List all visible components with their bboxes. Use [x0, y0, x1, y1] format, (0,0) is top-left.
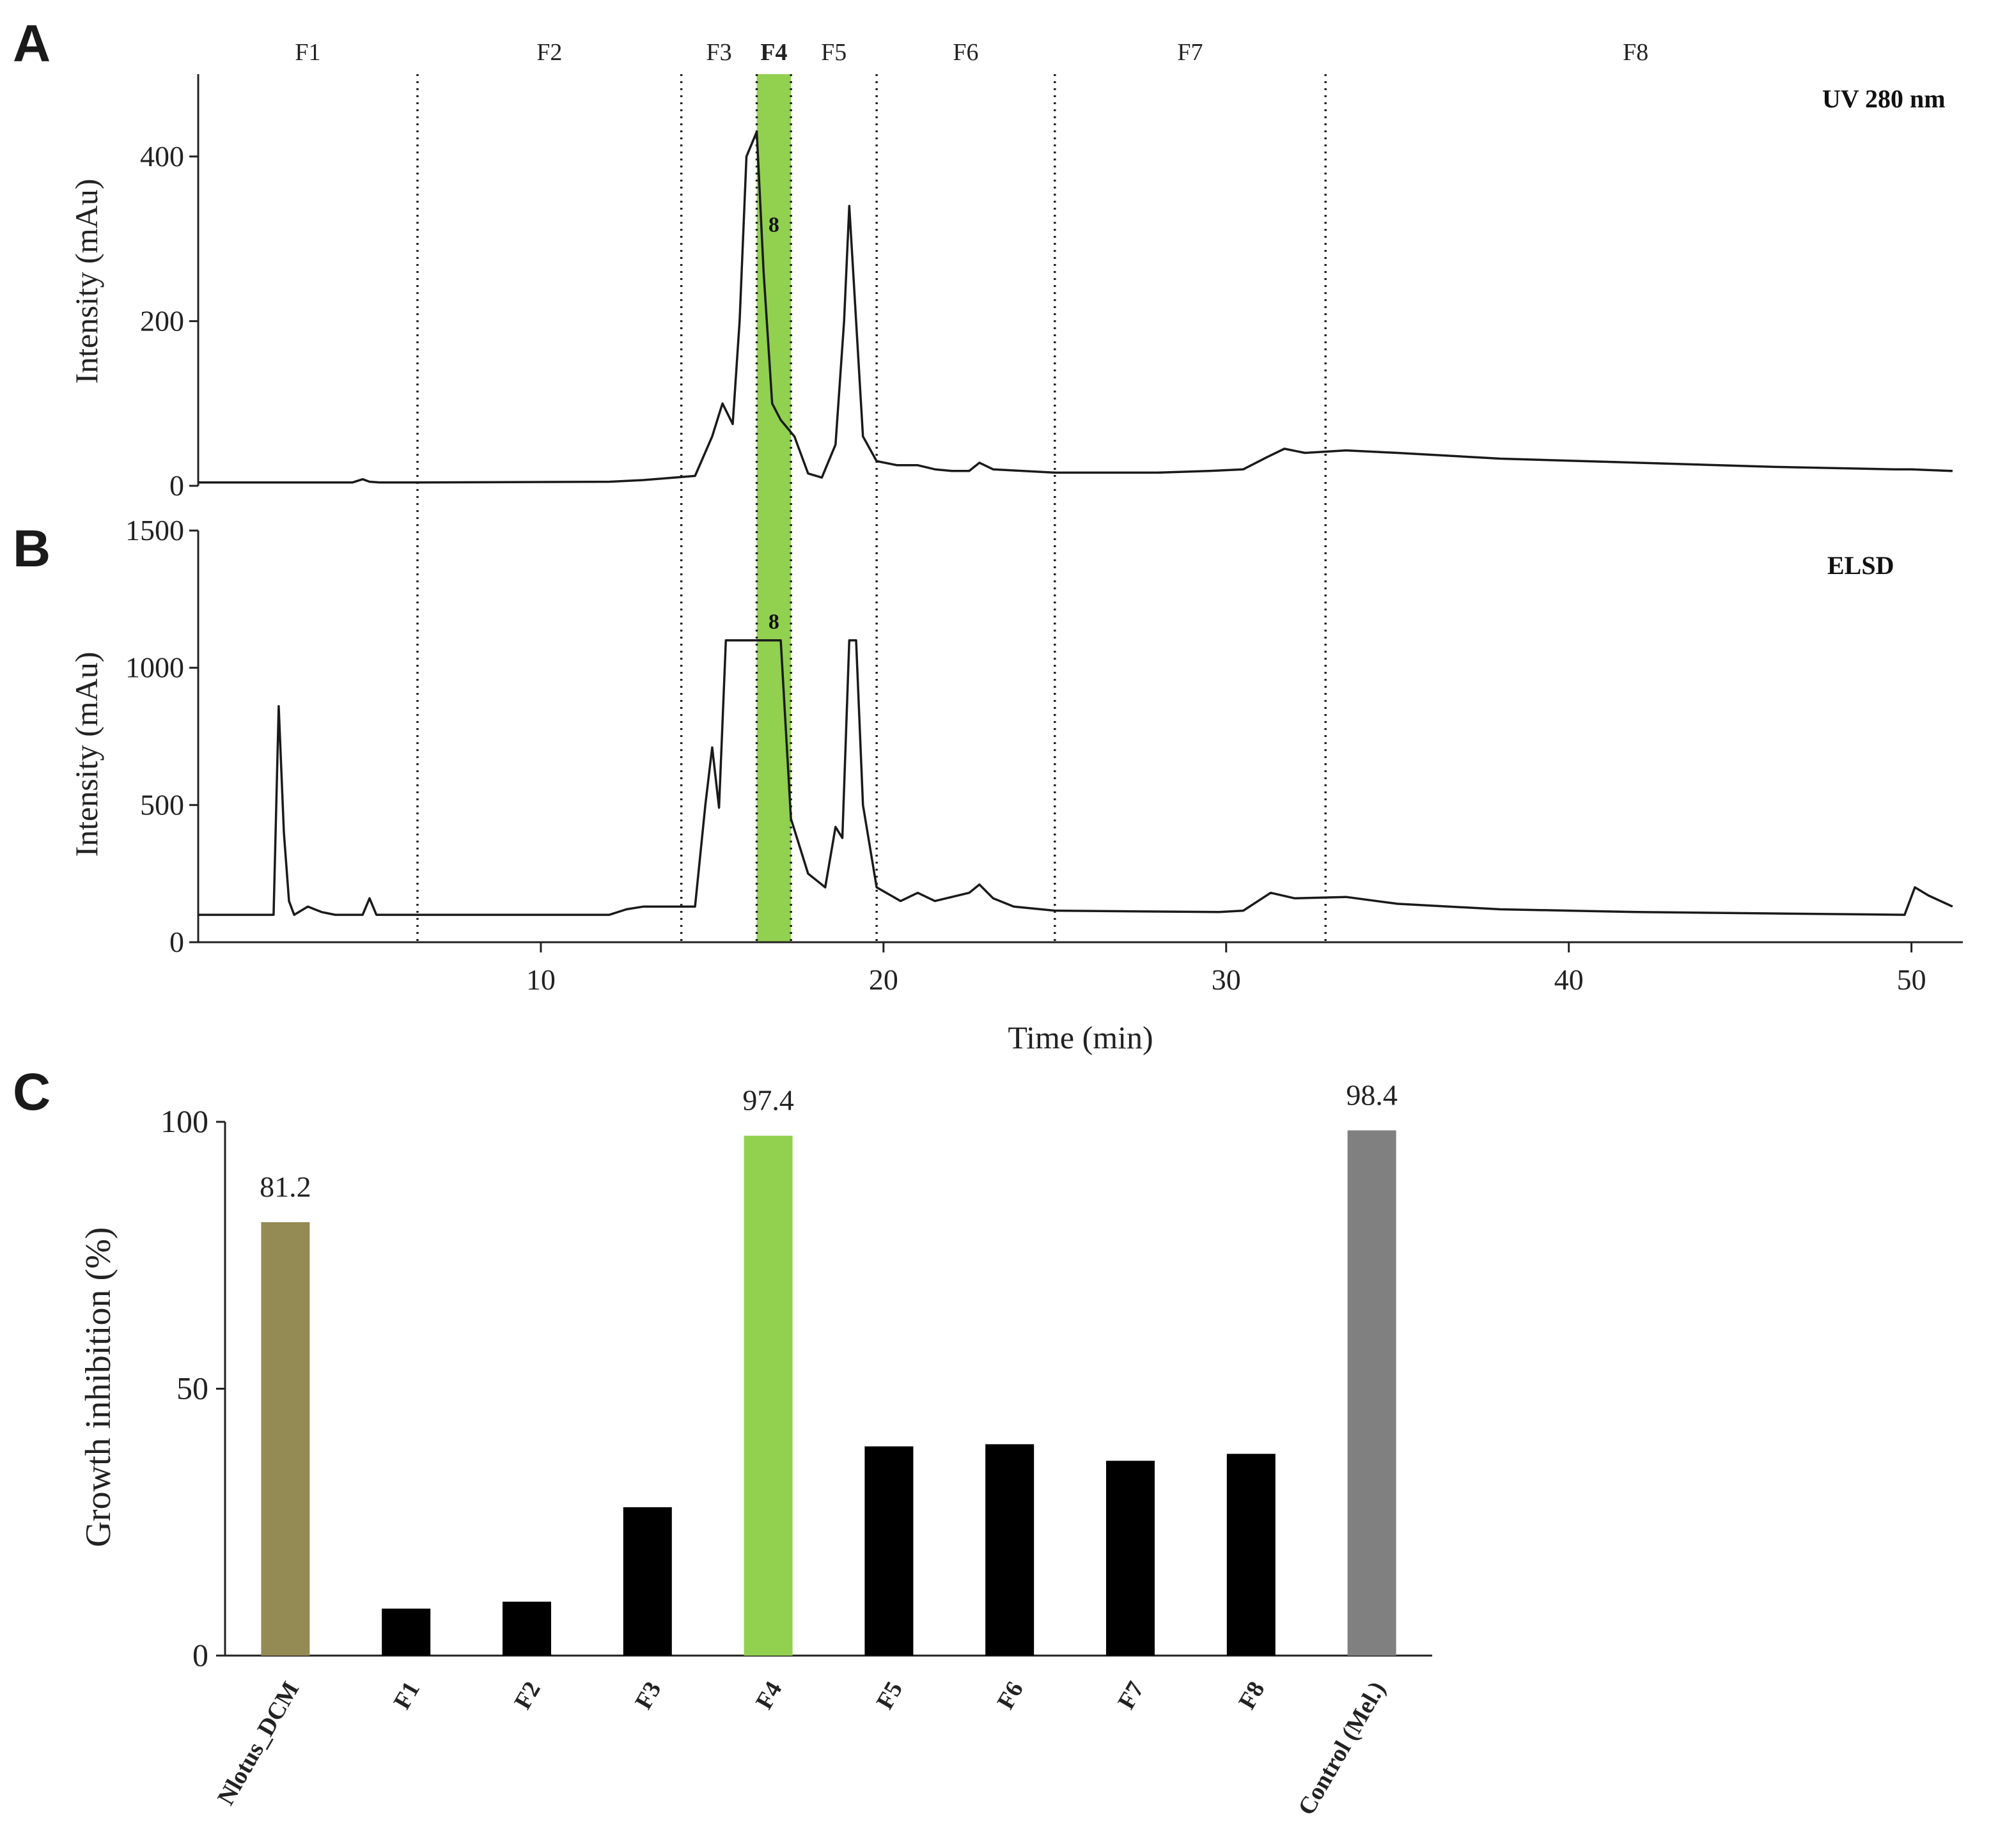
- bar-f1: [382, 1608, 431, 1656]
- panel-c-y-tick-label: 100: [160, 1103, 208, 1139]
- panel-b-y-ticks: 0 500 1000 1500: [125, 514, 198, 958]
- panel-c-bars: [261, 1130, 1396, 1656]
- category-label: F1: [389, 1677, 425, 1714]
- panel-b-x-tick-label: 40: [1554, 963, 1584, 996]
- fraction-labels: F1 F2 F3 F4 F5 F6 F7 F8: [295, 39, 1648, 66]
- bar-nlotus-dcm: [261, 1222, 310, 1656]
- fraction-label-f5: F5: [821, 39, 847, 66]
- panel-b-y-label: Intensity (mAu): [68, 652, 104, 857]
- panel-c-y-label: Growth inhibition (%): [79, 1227, 118, 1548]
- panel-b-y-tick-label: 1000: [125, 651, 184, 684]
- panel-b-x-tick-label: 20: [869, 963, 898, 996]
- fraction-label-f1: F1: [295, 39, 320, 66]
- fraction-label-f4: F4: [760, 39, 787, 66]
- category-label: Nlotus_DCM: [212, 1677, 304, 1810]
- panel-b-y-tick-label: 500: [140, 788, 184, 821]
- category-label: F5: [871, 1677, 908, 1714]
- panel-b-x-tick-label: 30: [1212, 963, 1241, 996]
- category-label: F7: [1112, 1677, 1149, 1714]
- panel-b-detector-label: ELSD: [1827, 551, 1894, 580]
- bar-value-label: 81.2: [260, 1170, 311, 1203]
- panel-b-elsd-trace: [198, 639, 1953, 916]
- category-label: F4: [751, 1677, 787, 1714]
- bar-f8: [1226, 1454, 1276, 1656]
- category-label: F8: [1233, 1677, 1270, 1714]
- panel-letter-a: A: [13, 15, 51, 73]
- panel-b-x-tick-label: 50: [1897, 963, 1926, 996]
- panel-letter-b: B: [13, 520, 51, 578]
- panel-a-detector-label: UV 280 nm: [1822, 84, 1946, 113]
- panel-b-x-label: Time (min): [1008, 1020, 1153, 1055]
- panel-b-peak-8-label: 8: [769, 610, 779, 634]
- panel-b-y-tick-label: 1500: [125, 514, 184, 547]
- bar-f5: [864, 1446, 914, 1656]
- fraction-label-f7: F7: [1177, 39, 1203, 66]
- bar-value-label: 98.4: [1346, 1078, 1398, 1111]
- panel-c-y-tick-label: 0: [192, 1637, 208, 1673]
- category-label: F6: [992, 1677, 1029, 1714]
- fraction-label-f8: F8: [1623, 39, 1648, 66]
- category-label: F3: [630, 1677, 666, 1714]
- panel-a-peak-8-label: 8: [769, 213, 779, 237]
- panel-a-uv-trace: [198, 130, 1953, 484]
- panel-a-y-label: Intensity (mAu): [68, 179, 104, 384]
- fraction-boundaries: [416, 74, 1327, 942]
- bar-f3: [623, 1507, 672, 1656]
- panel-a-chromatogram: 0 200 400 UV 280 nm Intensity (mAu) 8: [68, 74, 1953, 502]
- bar-f6: [985, 1444, 1034, 1656]
- bar-f2: [503, 1601, 551, 1656]
- fraction-label-f6: F6: [953, 39, 978, 66]
- panel-letter-c: C: [13, 1063, 51, 1121]
- bar-f4: [744, 1135, 793, 1656]
- panel-a-y-ticks: 0 200 400: [140, 140, 198, 502]
- panel-a-y-tick-label: 200: [140, 304, 184, 337]
- fraction-label-f3: F3: [706, 39, 732, 66]
- bar-f7: [1106, 1461, 1155, 1656]
- panel-b-x-tick-label: 10: [526, 963, 556, 996]
- panel-c-y-ticks: 0 50 100: [160, 1103, 225, 1673]
- panel-a-y-tick-label: 400: [140, 140, 184, 173]
- bar-control-mel-: [1347, 1130, 1396, 1656]
- panel-b-x-ticks: 10 20 30 40 50: [526, 942, 1926, 996]
- panel-c-bar-chart: 0 50 100 Growth inhibition (%) 81.2 97.4 98.…: [79, 1078, 1432, 1820]
- category-label: Control (Mel.): [1293, 1677, 1391, 1820]
- category-label: F2: [509, 1677, 545, 1714]
- fraction-label-f2: F2: [536, 39, 562, 66]
- bar-value-label: 97.4: [742, 1084, 794, 1117]
- panel-a-y-tick-label: 0: [169, 469, 184, 502]
- panel-c-category-labels: Nlotus_DCM F1 F2 F3 F4 F5 F6 F7 F8 Control (Mel.): [212, 1677, 1391, 1820]
- panel-b-y-tick-label: 0: [169, 926, 184, 958]
- panel-c-data-labels: 81.2 97.4 98.4: [260, 1078, 1398, 1203]
- panel-c-y-tick-label: 50: [176, 1370, 208, 1406]
- f4-highlight-band: [756, 74, 792, 942]
- panel-b-chromatogram: 0 500 1000 1500 10 20 30 40 50 ELSD Intensity (…: [68, 514, 1963, 1055]
